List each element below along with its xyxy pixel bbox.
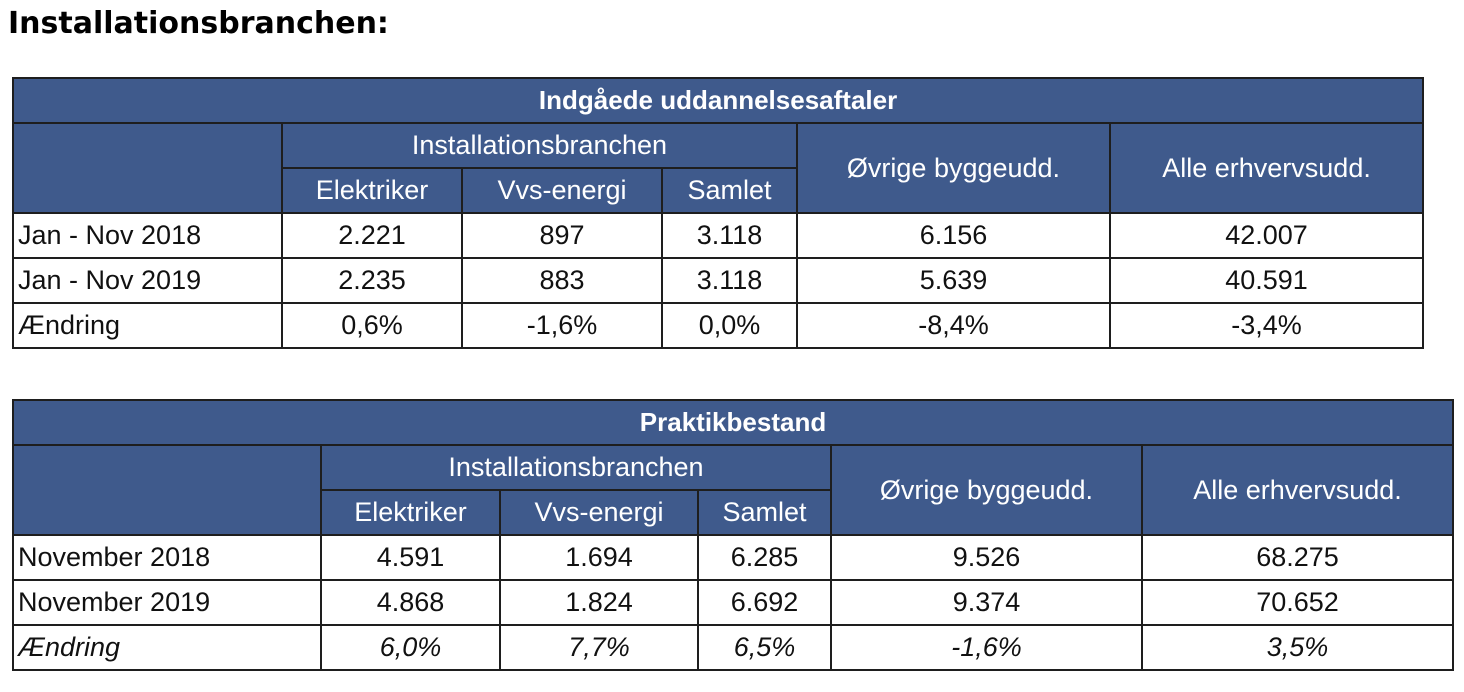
cell: 1.824: [499, 579, 699, 626]
data-table: Praktikbestand Installationsbranchen Øvrig…: [12, 399, 1454, 671]
cell: 883: [461, 257, 663, 304]
data-row: Ændring 0,6% -1,6% 0,0% -8,4% -3,4%: [12, 302, 1425, 349]
corner-cell: [12, 122, 283, 214]
cell: 9.374: [830, 579, 1143, 626]
data-row: Ændring 6,0% 7,7% 6,5% -1,6% 3,5%: [12, 624, 1454, 671]
cell: 42.007: [1108, 212, 1425, 259]
row-label: Ændring: [12, 624, 322, 671]
cell: 0,0%: [661, 302, 798, 349]
column-header: Samlet: [661, 167, 798, 214]
row-label: Jan - Nov 2019: [12, 257, 283, 304]
column-header: Øvrige byggeudd.: [796, 122, 1111, 214]
cell: -8,4%: [796, 302, 1111, 349]
row-label: Ændring: [12, 302, 283, 349]
data-table: Indgåede uddannelsesaftaler Installations…: [11, 77, 1425, 349]
cell: 70.652: [1141, 579, 1454, 626]
cell: 6,0%: [320, 624, 501, 671]
cell: 5.639: [796, 257, 1111, 304]
cell: 7,7%: [499, 624, 699, 671]
cell: 3.118: [661, 212, 798, 259]
data-row: Jan - Nov 2018 2.221 897 3.118 6.156 42.007: [12, 212, 1425, 259]
header-row: Elektriker Vvs-energi Samlet: [13, 167, 1423, 214]
column-header: Øvrige byggeudd.: [830, 444, 1143, 536]
cell: 6,5%: [697, 624, 832, 671]
cell: 6.285: [697, 534, 832, 581]
heading: Installationsbranchen:: [8, 6, 389, 41]
header-row: Installationsbranchen Øvrige byggeudd. All…: [12, 122, 1425, 214]
title-row: Praktikbestand: [12, 399, 1454, 446]
column-header: Vvs-energi: [499, 489, 699, 536]
cell: -1,6%: [461, 302, 663, 349]
column-header: Elektriker: [320, 489, 501, 536]
data-row: November 2018 4.591 1.694 6.285 9.526 68.275: [12, 534, 1454, 581]
corner-cell: [12, 444, 322, 536]
cell: 897: [461, 212, 663, 259]
data-row: November 2019 4.868 1.824 6.692 9.374 70.652: [12, 579, 1454, 626]
group-header: Installationsbranchen: [281, 122, 798, 169]
cell: -3,4%: [1108, 302, 1425, 349]
table-title: Praktikbestand: [12, 399, 1454, 446]
cell: 6.156: [796, 212, 1111, 259]
cell: 2.221: [281, 212, 463, 259]
cell: 3,5%: [1141, 624, 1454, 671]
table-title: Indgåede uddannelsesaftaler: [11, 77, 1425, 124]
cell: 9.526: [830, 534, 1143, 581]
cell: -1,6%: [830, 624, 1143, 671]
row-label: November 2018: [12, 534, 322, 581]
column-header: Samlet: [697, 489, 832, 536]
column-header: Alle erhvervsudd.: [1108, 122, 1425, 214]
cell: 6.692: [697, 579, 832, 626]
cell: 4.591: [320, 534, 501, 581]
cell: 0,6%: [281, 302, 463, 349]
column-header: Alle erhvervsudd.: [1141, 444, 1454, 536]
column-header: Vvs-energi: [461, 167, 663, 214]
cell: 3.118: [661, 257, 798, 304]
column-header: Elektriker: [281, 167, 463, 214]
cell: 1.694: [499, 534, 699, 581]
cell: 4.868: [320, 579, 501, 626]
row-label: Jan - Nov 2018: [12, 212, 283, 259]
row-label: November 2019: [12, 579, 322, 626]
cell: 68.275: [1141, 534, 1454, 581]
cell: 40.591: [1108, 257, 1425, 304]
cell: 2.235: [281, 257, 463, 304]
header-row: Installationsbranchen Øvrige byggeudd. All…: [12, 444, 1454, 536]
title-row: Indgåede uddannelsesaftaler: [11, 77, 1425, 124]
header-row: Elektriker Vvs-energi Samlet: [13, 489, 1453, 536]
data-row: Jan - Nov 2019 2.235 883 3.118 5.639 40.591: [12, 257, 1425, 304]
group-header: Installationsbranchen: [320, 444, 832, 491]
